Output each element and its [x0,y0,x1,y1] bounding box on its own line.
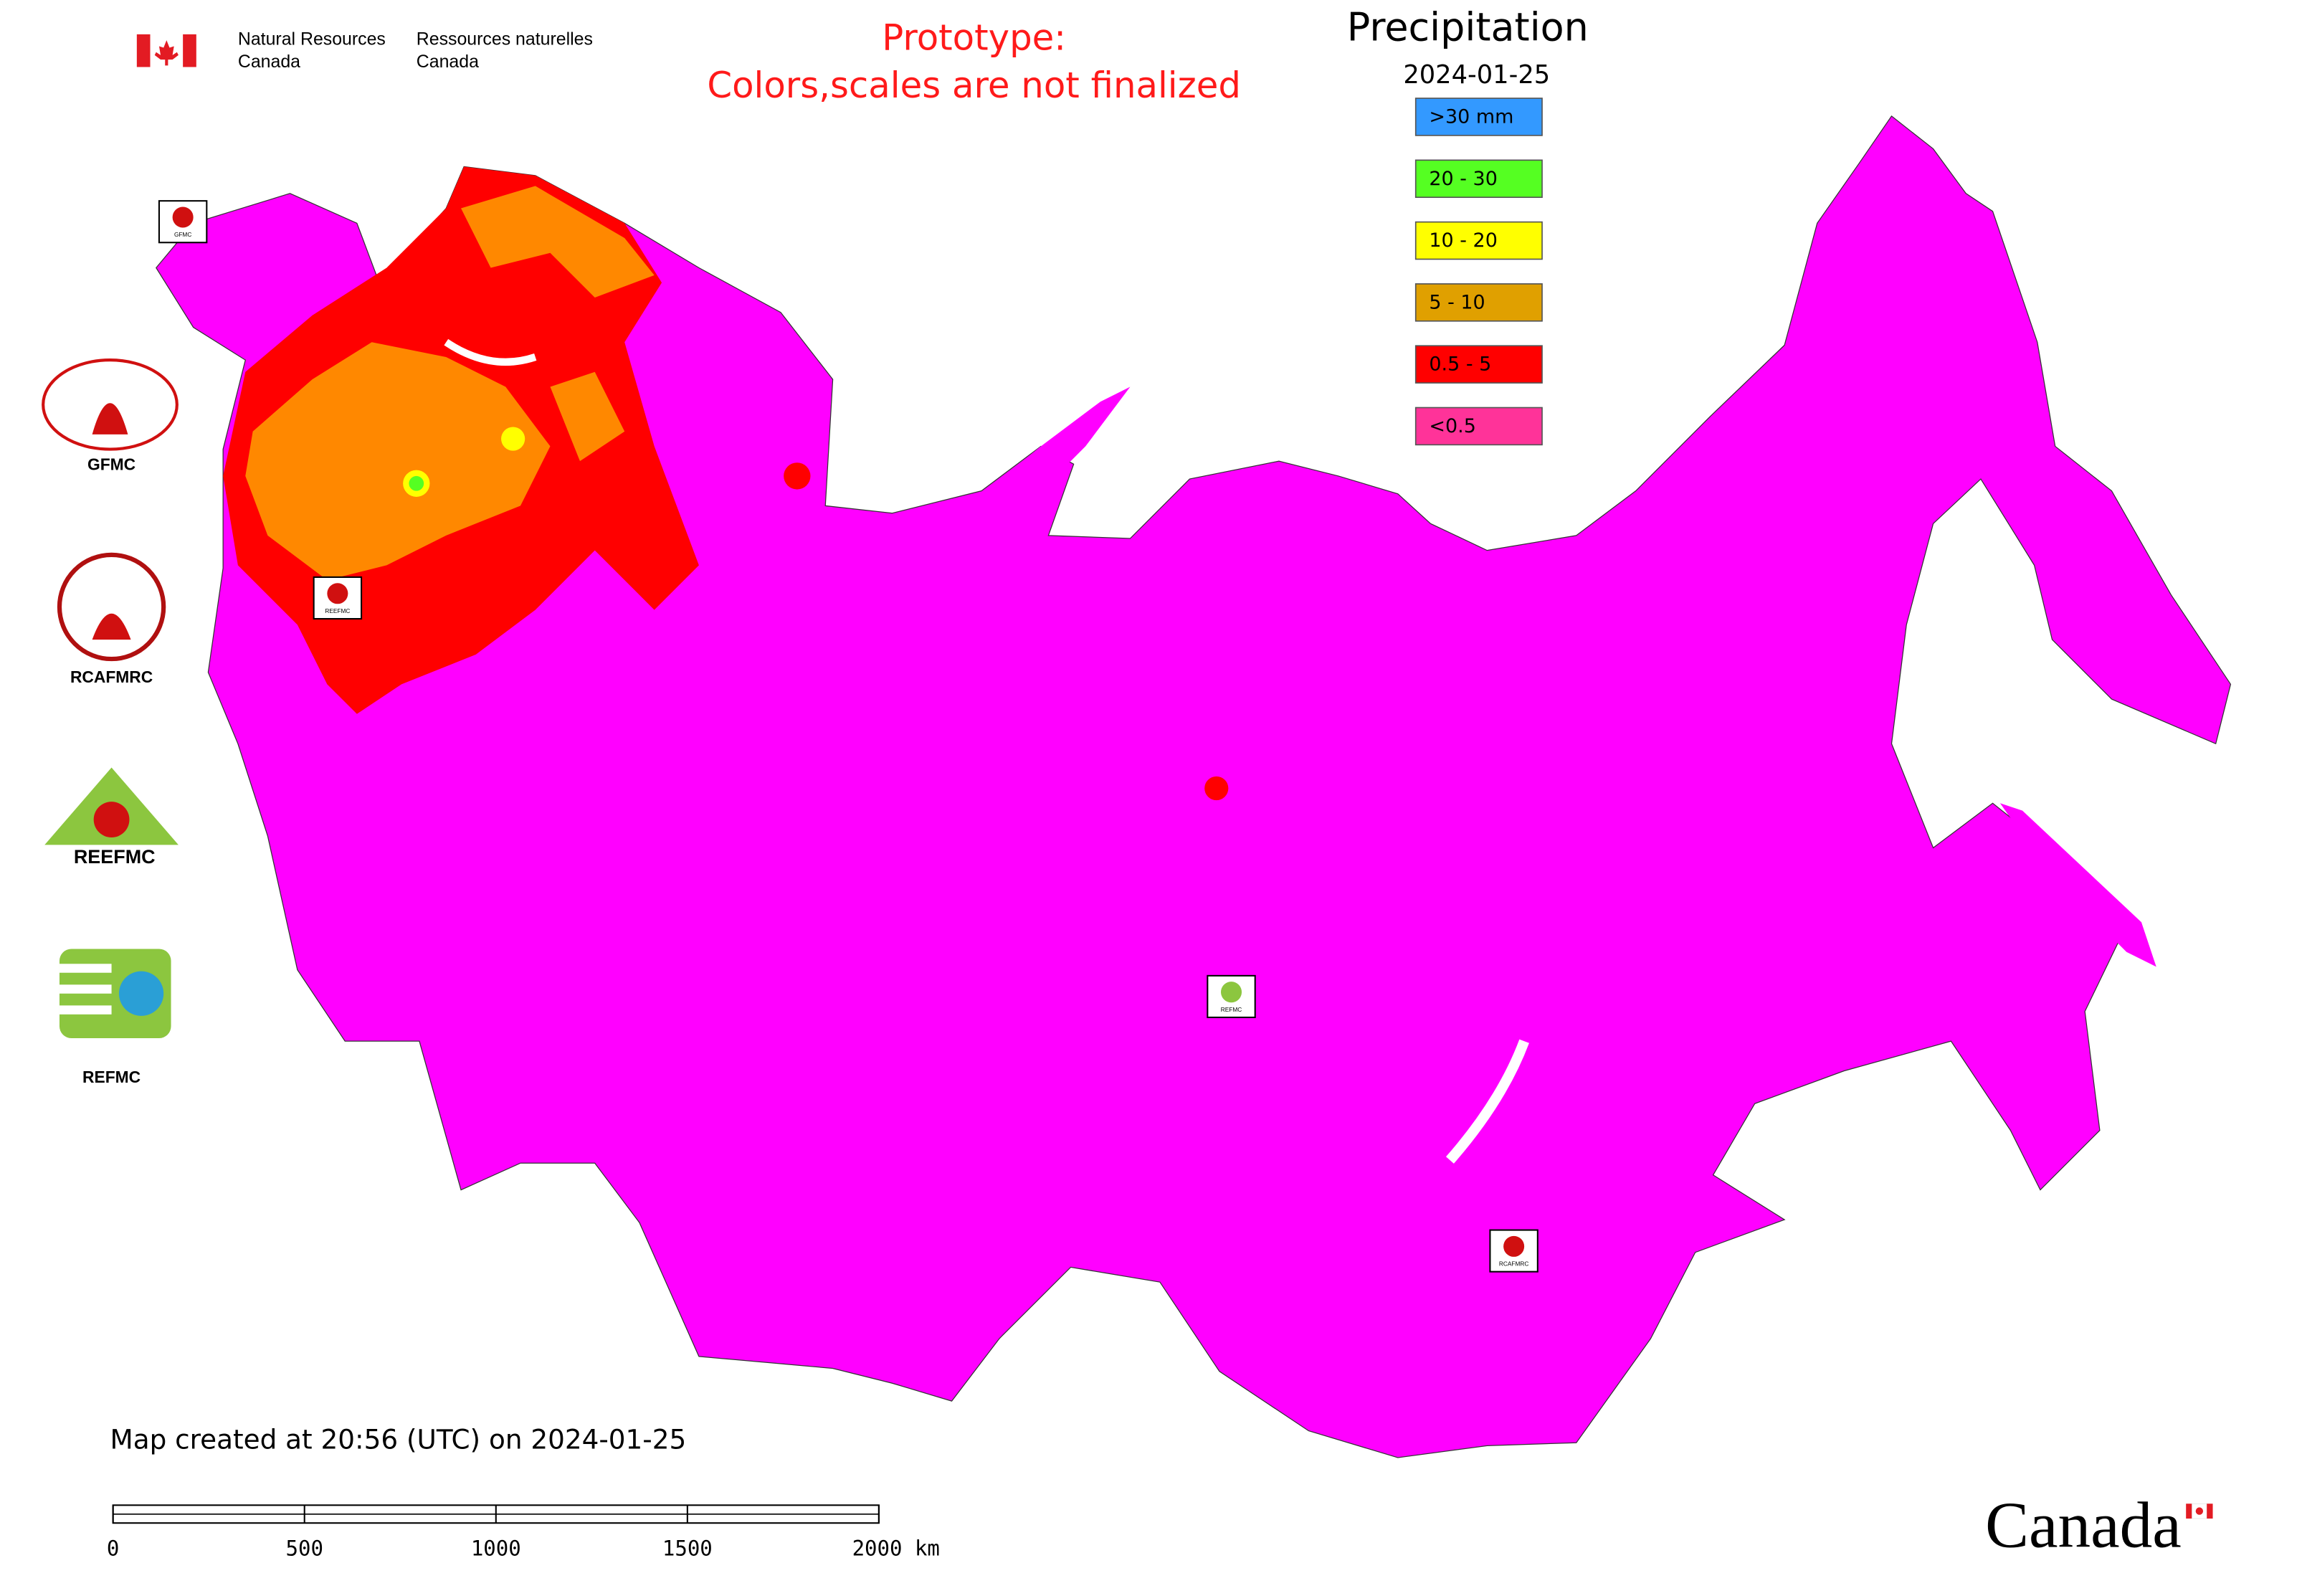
map [156,115,2232,1458]
yellow-spot [501,427,525,451]
legend-swatch [1414,221,1543,260]
map-marker-icon [1220,982,1242,1003]
created-note: Map created at 20:56 (UTC) on 2024-01-25 [110,1424,686,1455]
map-title: Precipitation [1347,4,1589,49]
logo-label: REEFMC [74,846,156,868]
scale-label: 1000 [471,1536,521,1561]
legend-swatch [1414,345,1543,384]
logo-label: REFMC [82,1068,141,1086]
wordmark-flag [2186,1503,2213,1519]
sakhalin [1999,803,2156,967]
agency-fr: Canada [417,52,479,72]
logo-rcafmrc [57,552,166,662]
orange-region [245,186,655,581]
legend-label: 10 - 20 [1429,229,1497,252]
scale-bar: 0 500 1000 1500 2000 km [107,1504,940,1561]
notice: Prototype: [882,17,1066,59]
notice: Colors,scales are not finalized [707,65,1241,106]
logo-label: RCAFMRC [70,668,153,686]
canada-wordmark: Canada [1985,1489,2182,1562]
red-spot [784,462,811,490]
legend-swatch [1414,283,1543,322]
map-date: 2024-01-25 [1403,60,1550,90]
legend-swatch [1414,407,1543,446]
lake-baikal [1445,1039,1529,1164]
legend-label: 20 - 30 [1429,168,1497,190]
legend-label: 0.5 - 5 [1429,353,1491,376]
green-spot [409,475,424,491]
logo-refmc [59,949,171,1038]
map-marker-label: REFMC [1221,1006,1242,1013]
novaya-zemlya [966,386,1131,551]
land [156,115,2232,1458]
map-marker-label: GFMC [174,231,191,238]
ladoga [444,338,537,366]
legend: >30 mm 20 - 30 10 - 20 5 - 10 0.5 - 5 <0.5 [1414,98,1543,446]
agency-fr: Ressources naturelles [417,29,593,49]
scale-label: 2000 km [852,1536,940,1561]
map-marker-label: REEFMC [325,607,350,614]
red-spot [1204,776,1229,801]
canada-flag [136,34,196,67]
map-marker-icon [327,583,348,604]
scale-label: 1500 [662,1536,713,1561]
logo-gfmc [42,358,179,451]
scale-label: 0 [107,1536,119,1561]
agency-en: Natural Resources [238,29,386,49]
legend-label: 5 - 10 [1429,291,1485,313]
legend-label: <0.5 [1429,415,1475,437]
map-marker-label: RCAFMRC [1499,1260,1528,1267]
legend-label: >30 mm [1429,106,1513,128]
agency-en: Canada [238,52,300,72]
logo-reefmc [44,767,179,845]
logo-label: GFMC [87,455,135,473]
legend-swatch [1414,98,1543,136]
legend-swatch [1414,159,1543,199]
map-marker-icon [1503,1235,1525,1257]
map-marker-icon [172,206,194,228]
markers: GFMC REEFMC REFMC RCAFMRC [158,200,1538,1273]
scale-label: 500 [285,1536,323,1561]
